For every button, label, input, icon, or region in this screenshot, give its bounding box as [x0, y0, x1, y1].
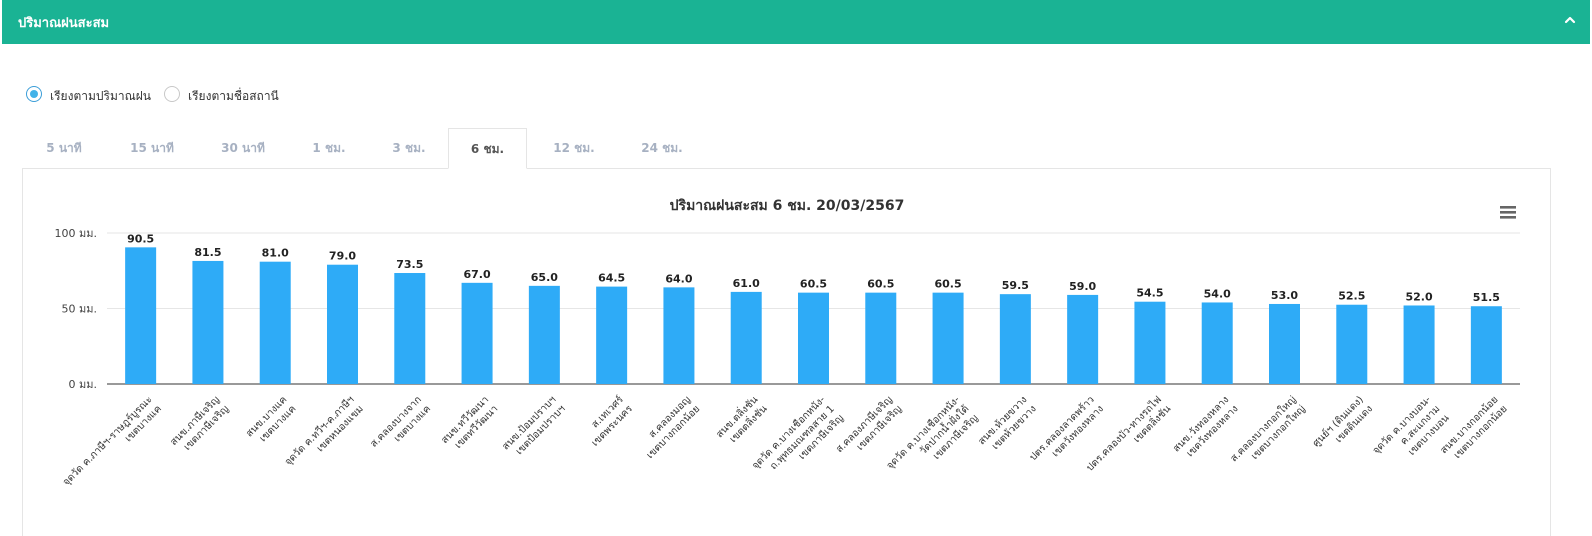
- data-label: 65.0: [531, 271, 558, 284]
- x-tick-label-line: จุดวัด ค.ภาษีฯ-ราษฎร์บูรณะ: [60, 394, 154, 488]
- data-label: 60.5: [800, 278, 827, 291]
- data-label: 64.5: [598, 272, 625, 285]
- data-labels: 90.5 81.5 81.0 79.0 73.5 67.0 65.0 64.5 64.0 61.0…: [126, 231, 1501, 305]
- y-tick-label: 0 มม.: [69, 378, 98, 391]
- bar[interactable]: [461, 282, 493, 384]
- tab-5min[interactable]: 5 นาที: [46, 141, 82, 155]
- sort-by-station-label: เรียงตามชื่อสถานี: [188, 89, 279, 103]
- x-tick-label: ส.คลองบางกอกใหญ่เขตบางกอกใหญ่: [1228, 394, 1308, 465]
- data-label: 81.5: [194, 246, 221, 259]
- bar[interactable]: [259, 261, 291, 384]
- data-label: 81.0: [262, 247, 289, 260]
- data-label: 79.0: [329, 250, 356, 263]
- bar[interactable]: [730, 291, 762, 384]
- bar[interactable]: [192, 260, 224, 384]
- bar[interactable]: [1336, 304, 1368, 384]
- data-label: 64.0: [665, 272, 692, 285]
- time-range-tabs: 5 นาที 15 นาที 30 นาที 1 ชม. 3 ชม. 6 ชม.…: [22, 128, 1550, 169]
- tab-30min[interactable]: 30 นาที: [221, 141, 265, 155]
- tab-24hr[interactable]: 24 ชม.: [641, 141, 683, 155]
- data-label: 51.5: [1473, 291, 1500, 304]
- data-label: 73.5: [396, 258, 423, 271]
- bar[interactable]: [1067, 294, 1099, 384]
- data-label: 52.5: [1338, 290, 1365, 303]
- data-label: 90.5: [127, 232, 154, 245]
- sort-by-station-radio[interactable]: เรียงตามชื่อสถานี: [164, 85, 284, 105]
- bar[interactable]: [1403, 305, 1435, 384]
- y-axis: 0 มม. 50 มม. 100 มม.: [55, 227, 98, 391]
- bar[interactable]: [932, 292, 964, 384]
- tab-15min[interactable]: 15 นาที: [130, 141, 174, 155]
- bar[interactable]: [1134, 301, 1166, 384]
- tab-1hr[interactable]: 1 ชม.: [312, 141, 346, 155]
- y-tick-label: 100 มม.: [55, 227, 98, 240]
- y-tick-label: 50 มม.: [62, 303, 98, 316]
- data-label: 54.5: [1136, 287, 1163, 300]
- bar[interactable]: [663, 287, 695, 384]
- data-label: 61.0: [733, 277, 760, 290]
- data-label: 59.0: [1069, 280, 1096, 293]
- bar[interactable]: [327, 264, 358, 384]
- bar[interactable]: [999, 294, 1031, 384]
- bar[interactable]: [125, 247, 157, 384]
- x-tick-label: ศูนย์ฯ (ดินแดง)เขตดินแดง: [1310, 394, 1375, 450]
- panel-title: ปริมาณฝนสะสม: [18, 16, 110, 31]
- rainfall-bar-chart: ปริมาณฝนสะสม 6 ชม. 20/03/2567 0 มม. 50 มม…: [55, 198, 1520, 488]
- data-label: 60.5: [867, 278, 894, 291]
- hamburger-menu-icon[interactable]: [1500, 206, 1516, 219]
- tab-12hr[interactable]: 12 ชม.: [553, 141, 595, 155]
- radio-dot[interactable]: [26, 86, 42, 102]
- data-label: 60.5: [935, 278, 962, 291]
- data-label: 52.0: [1406, 290, 1433, 303]
- data-label: 54.0: [1204, 287, 1231, 300]
- data-label: 53.0: [1271, 289, 1298, 302]
- chart-title: ปริมาณฝนสะสม 6 ชม. 20/03/2567: [670, 198, 905, 214]
- panel-header: ปริมาณฝนสะสม: [2, 0, 1590, 44]
- bar[interactable]: [394, 273, 426, 384]
- data-label: 59.5: [1002, 279, 1029, 292]
- sort-by-rainfall-label: เรียงตามปริมาณฝน: [50, 89, 151, 103]
- tab-6hr[interactable]: 6 ชม.: [448, 128, 527, 169]
- bar[interactable]: [596, 286, 628, 384]
- bar[interactable]: [798, 292, 829, 384]
- sort-by-rainfall-radio[interactable]: เรียงตามปริมาณฝน: [26, 85, 156, 105]
- bar[interactable]: [1201, 302, 1233, 384]
- tab-3hr[interactable]: 3 ชม.: [392, 141, 426, 155]
- bars: [125, 247, 1502, 384]
- radio-dot[interactable]: [164, 86, 180, 102]
- bar[interactable]: [528, 285, 560, 384]
- data-label: 67.0: [464, 268, 491, 281]
- bar[interactable]: [865, 292, 897, 384]
- bar[interactable]: [1269, 303, 1300, 384]
- x-tick-label: ส.เทเวศร์เขตพระนคร: [589, 393, 635, 449]
- chart-panel: ปริมาณฝนสะสม 6 ชม. 20/03/2567 0 มม. 50 มม…: [22, 168, 1551, 536]
- bar[interactable]: [1470, 306, 1502, 384]
- chevron-up-icon[interactable]: [1562, 12, 1578, 28]
